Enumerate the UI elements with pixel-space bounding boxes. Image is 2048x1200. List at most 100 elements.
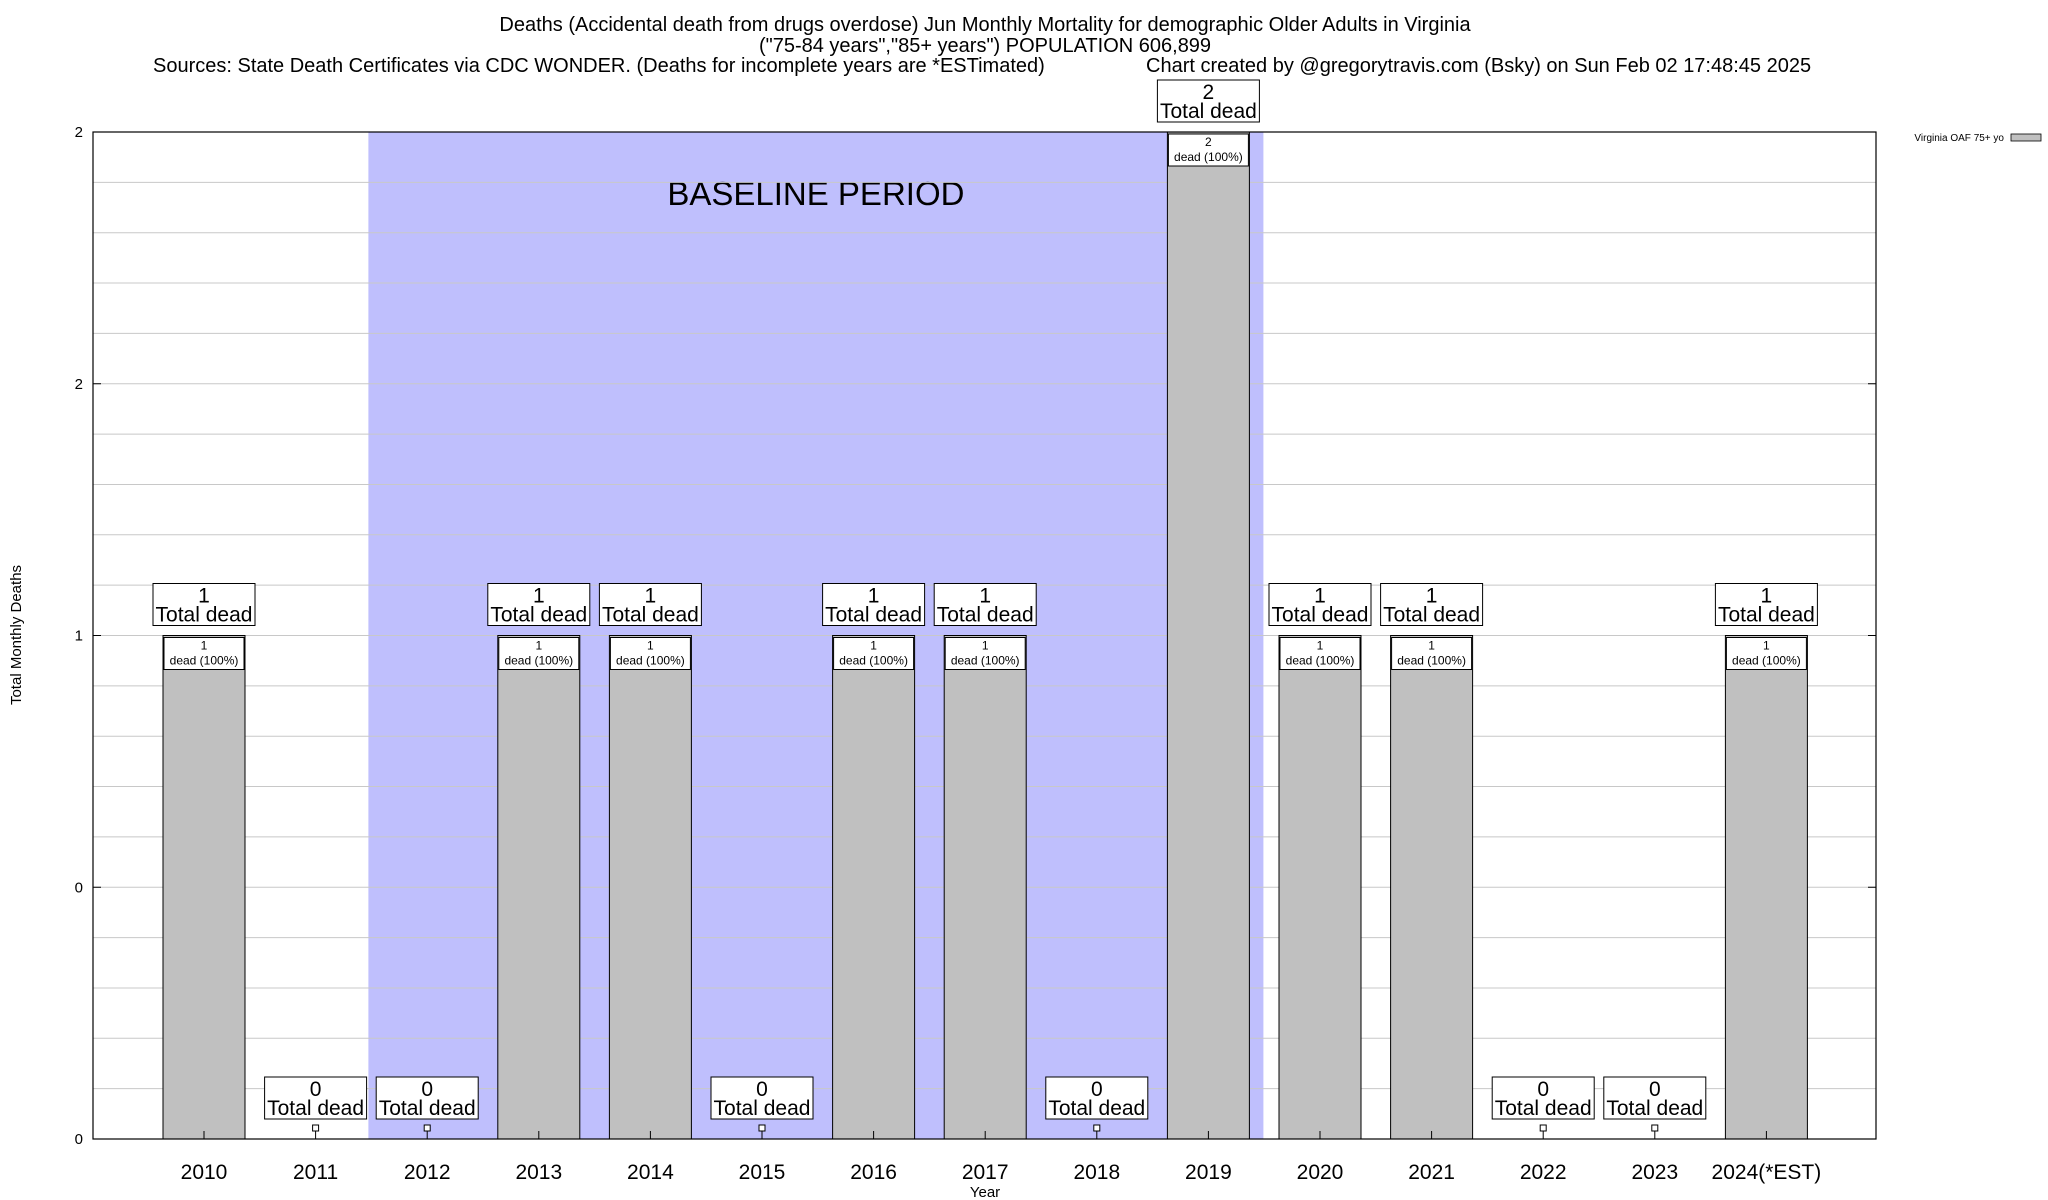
bar-inner-label-box [1167,133,1249,167]
bar-inner-label-value: 1 [647,639,654,653]
bar-inner-label-text: dead (100%) [1174,150,1243,164]
y-tick-label: 0 [75,879,83,896]
bar-inner-label-box [944,637,1026,670]
total-label-value: 1 [1314,585,1326,608]
total-label-value: 0 [756,1078,768,1101]
bar-inner-label-box [1391,637,1473,670]
total-label-box [1156,79,1260,123]
total-label-box [152,583,256,626]
bar-inner-label-value: 1 [870,639,877,653]
total-label-value: 0 [1649,1078,1661,1101]
x-axis-label: Year [970,1184,1000,1200]
baseline-band-label: BASELINE PERIOD [667,175,964,212]
legend-entry-label: Virginia OAF 75+ yo [1914,133,2004,144]
total-label-text: Total dead [1048,1097,1145,1120]
total-label-text: Total dead [1495,1097,1592,1120]
bar-inner-label-value: 1 [982,639,989,653]
zero-point [423,1124,431,1132]
legend: Virginia OAF 75+ yo [1914,133,2042,144]
bar-inner-label-text: dead (100%) [839,654,908,668]
bar-inner-label-value: 1 [1317,639,1324,653]
x-tick-label: 2024(*EST) [1712,1161,1822,1184]
x-tick-label: 2014 [627,1161,674,1184]
bar-inner-label-text: dead (100%) [1397,654,1466,668]
chart-title: Deaths (Accidental death from drugs over… [153,14,1811,77]
y-tick-label: 2 [75,124,83,141]
bar-inner-label-text: dead (100%) [951,654,1020,668]
bar-inner-label-value: 1 [201,639,208,653]
total-label-box [264,1076,368,1120]
total-label-value: 1 [868,585,880,608]
bar [1390,635,1474,1140]
chart-credit: Chart created by @gregorytravis.com (Bsk… [1146,55,1811,77]
total-label-box [1268,583,1372,626]
x-tick-label: 2018 [1073,1161,1120,1184]
total-label-text: Total dead [602,604,699,627]
x-tick-label: 2020 [1297,1161,1344,1184]
bar [162,635,246,1140]
total-label-value: 2 [1203,81,1215,104]
x-tick-label: 2021 [1408,1161,1455,1184]
bar-inner-label-box [163,637,245,670]
total-label-box [598,583,702,626]
x-tick-label: 2017 [962,1161,1009,1184]
total-label-value: 1 [533,585,545,608]
total-label-text: Total dead [714,1097,811,1120]
x-tick-label: 2022 [1520,1161,1567,1184]
bar [1724,635,1808,1140]
total-label-text: Total dead [1160,100,1257,123]
total-label-text: Total dead [1606,1097,1703,1120]
bar [1278,635,1362,1140]
total-label-box [1603,1076,1707,1120]
x-tick-label: 2010 [181,1161,228,1184]
total-label-value: 0 [421,1078,433,1101]
bar-inner-label-text: dead (100%) [1286,654,1355,668]
total-label-value: 1 [1761,585,1773,608]
zero-point [758,1124,766,1132]
total-label-value: 0 [1537,1078,1549,1101]
x-tick-label: 2013 [515,1161,562,1184]
total-label-text: Total dead [1383,604,1480,627]
bar-inner-label-box [1279,637,1361,670]
bar [943,635,1027,1140]
total-label-text: Total dead [156,604,253,627]
total-label-text: Total dead [267,1097,364,1120]
legend-swatch [2010,133,2042,142]
total-label-text: Total dead [937,604,1034,627]
bar-inner-label-text: dead (100%) [1732,654,1801,668]
total-label-value: 1 [979,585,991,608]
bar-inner-label-box [498,637,580,670]
bar-inner-label-value: 1 [535,639,542,653]
total-label-text: Total dead [825,604,922,627]
bar [497,635,581,1140]
y-tick-label: 2 [75,376,83,393]
total-label-text: Total dead [490,604,587,627]
total-label-value: 1 [1426,585,1438,608]
total-label-value: 0 [310,1078,322,1101]
total-label-text: Total dead [1272,604,1369,627]
total-label-value: 0 [1091,1078,1103,1101]
bar-inner-label-text: dead (100%) [616,654,685,668]
total-label-box [487,583,591,626]
total-label-value: 1 [198,585,210,608]
x-tick-label: 2011 [293,1161,338,1184]
bar-inner-label-value: 1 [1428,639,1435,653]
bar [608,635,692,1140]
x-tick-label: 2012 [404,1161,451,1184]
x-tick-label: 2019 [1185,1161,1232,1184]
title-line-1: Deaths (Accidental death from drugs over… [499,14,1471,36]
total-label-box [1491,1076,1595,1120]
y-tick-label: 1 [75,628,83,645]
zero-point [1651,1124,1659,1132]
y-axis-label: Total Monthly Deaths [8,565,25,705]
total-label-box [822,583,926,626]
x-tick-label: 2015 [739,1161,786,1184]
bar-inner-label-box [609,637,691,670]
bar-inner-label-text: dead (100%) [504,654,573,668]
bar-inner-label-box [1725,637,1807,670]
total-label-text: Total dead [1718,604,1815,627]
zero-point [1539,1124,1547,1132]
